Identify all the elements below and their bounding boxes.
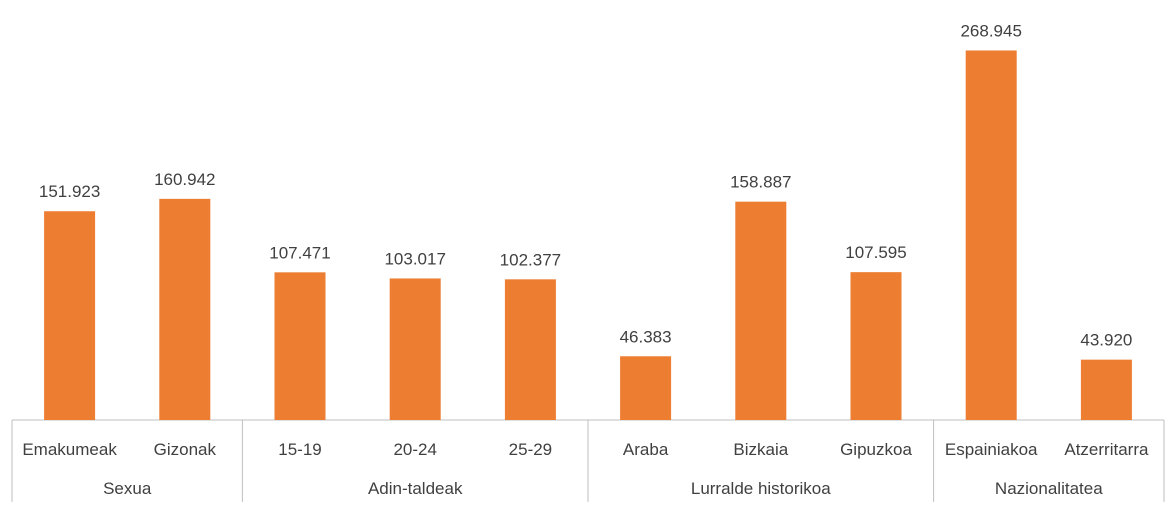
bar-0 bbox=[44, 211, 96, 420]
category-label-4: 25-29 bbox=[509, 440, 552, 459]
bar-3 bbox=[389, 278, 441, 420]
data-label-5: 46.383 bbox=[620, 327, 672, 346]
category-label-6: Bizkaia bbox=[733, 440, 788, 459]
bar-1 bbox=[159, 198, 211, 420]
category-label-7: Gipuzkoa bbox=[840, 440, 912, 459]
category-label-9: Atzerritarra bbox=[1064, 440, 1149, 459]
group-label-1: Adin-taldeak bbox=[368, 479, 463, 498]
category-label-8: Espainiakoa bbox=[945, 440, 1038, 459]
data-label-7: 107.595 bbox=[845, 243, 906, 262]
group-label-2: Lurralde historikoa bbox=[691, 479, 831, 498]
data-label-0: 151.923 bbox=[39, 182, 100, 201]
data-label-6: 158.887 bbox=[730, 173, 791, 192]
category-label-1: Gizonak bbox=[154, 440, 217, 459]
bar-9 bbox=[1080, 359, 1132, 420]
data-label-9: 43.920 bbox=[1080, 331, 1132, 350]
bar-2 bbox=[274, 272, 326, 420]
bar-8 bbox=[965, 50, 1017, 420]
group-label-3: Nazionalitatea bbox=[995, 479, 1103, 498]
data-label-4: 102.377 bbox=[500, 250, 561, 269]
bar-5 bbox=[620, 356, 672, 420]
data-label-3: 103.017 bbox=[384, 249, 445, 268]
bar-4 bbox=[504, 279, 556, 420]
bar-6 bbox=[735, 201, 787, 420]
group-label-0: Sexua bbox=[103, 479, 152, 498]
data-label-2: 107.471 bbox=[269, 243, 330, 262]
category-label-5: Araba bbox=[623, 440, 669, 459]
category-label-3: 20-24 bbox=[393, 440, 436, 459]
category-label-2: 15-19 bbox=[278, 440, 321, 459]
data-label-8: 268.945 bbox=[960, 21, 1021, 40]
bar-7 bbox=[850, 272, 902, 420]
category-label-0: Emakumeak bbox=[22, 440, 117, 459]
data-label-1: 160.942 bbox=[154, 170, 215, 189]
